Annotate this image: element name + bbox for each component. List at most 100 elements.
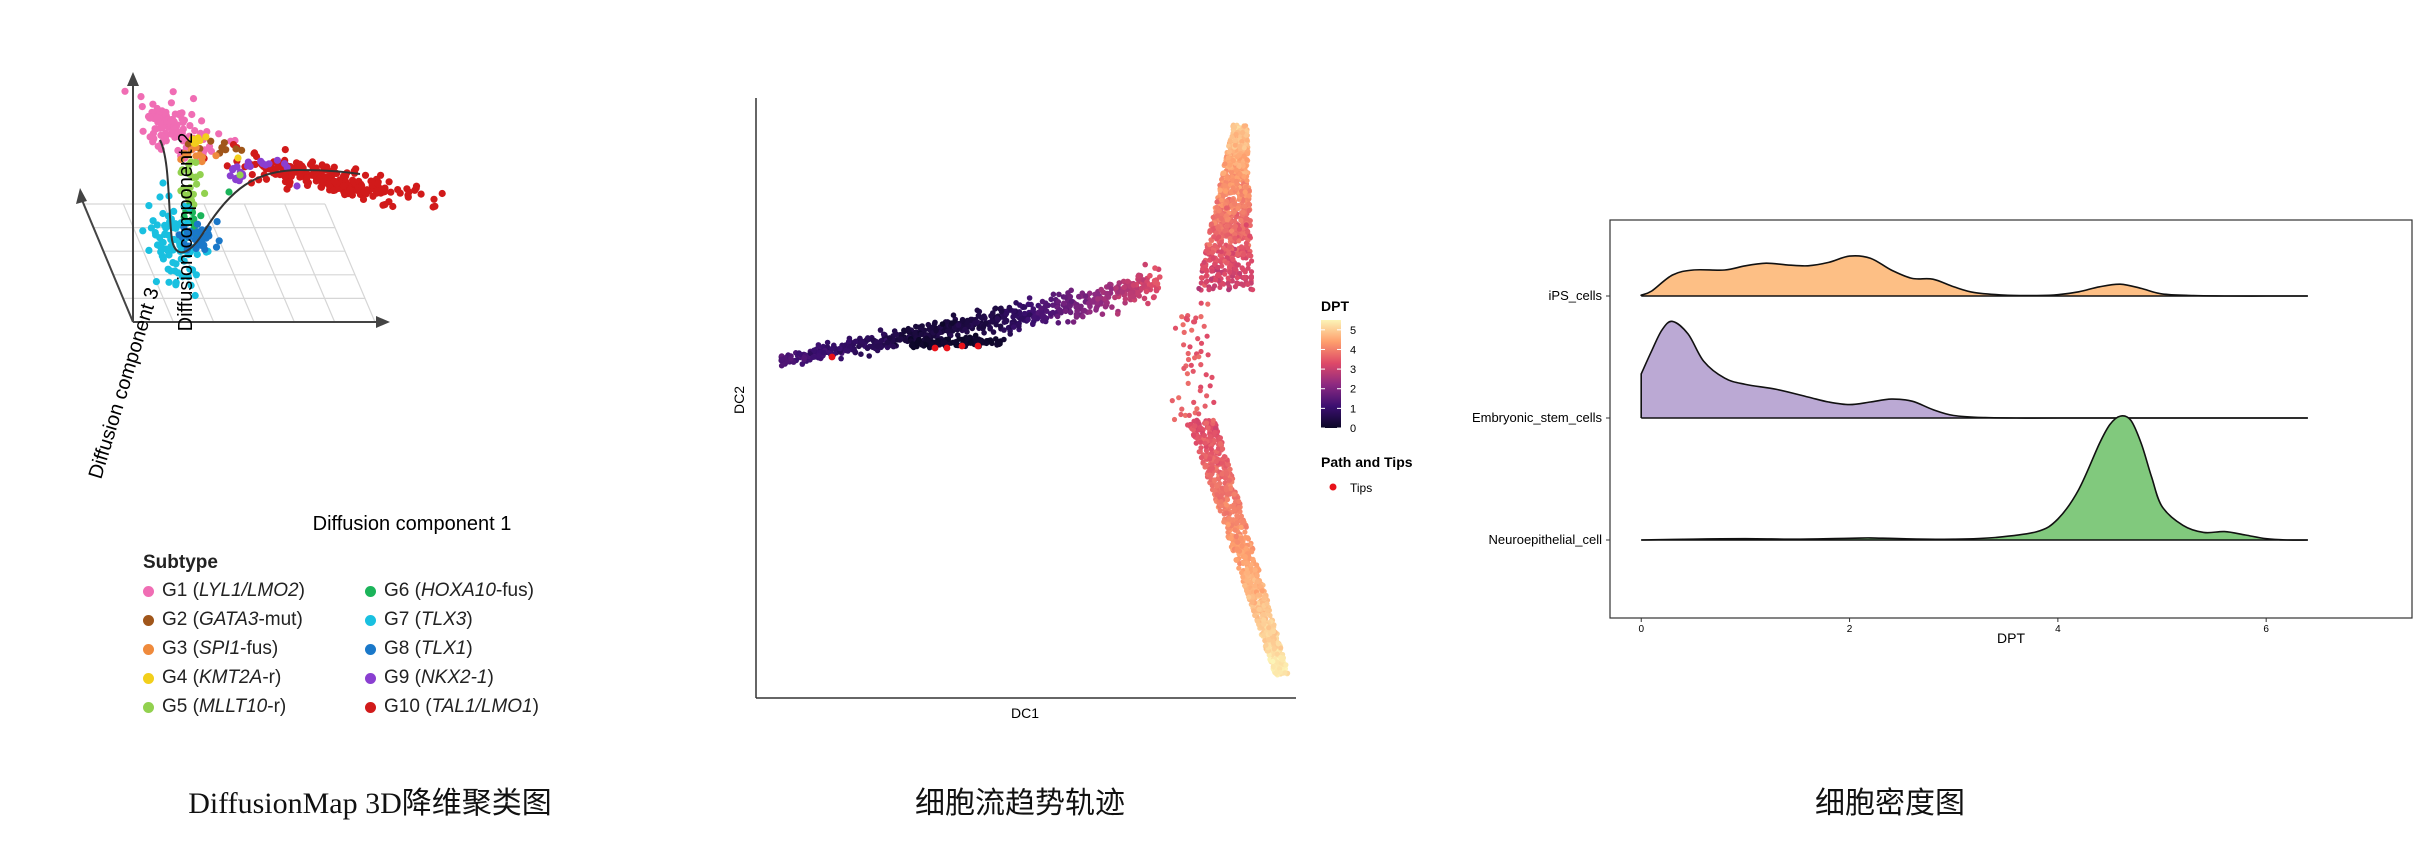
cell-point [1185,350,1191,357]
cell-point [1210,249,1216,255]
cell-point [1171,416,1178,423]
cell-point [1229,228,1235,234]
cell-point [1186,412,1192,418]
cell-point [864,345,871,352]
cell-point [1204,420,1210,426]
cell-point [852,338,859,345]
cell-point [989,318,995,324]
cell-point [869,336,875,343]
cell-point [368,178,376,186]
cell-point [1182,412,1188,418]
cell-point [157,240,165,248]
cell-point [931,321,938,327]
x-axis-label: DC1 [1011,705,1039,721]
cell-point [293,182,301,190]
diffusion-map-panel: Diffusion component 1 Diffusion componen… [0,0,720,858]
cell-point [979,315,986,322]
cell-point [1078,303,1084,310]
cell-point [202,133,210,141]
colorbar-title: DPT [1321,298,1349,314]
cell-point [339,182,348,190]
cell-point [1191,418,1197,424]
cell-point [153,114,161,122]
cell-point [1250,556,1256,562]
cell-point [1242,554,1248,560]
cell-point [1191,399,1197,405]
cell-point [824,339,831,346]
cell-point [1218,499,1224,505]
cell-point [139,227,147,235]
cell-point [992,305,999,312]
cell-point [1231,210,1237,216]
cell-point [1255,592,1261,598]
cell-point [866,353,872,359]
cell-point [161,230,169,239]
cell-point [1222,475,1228,481]
cell-point [225,188,233,196]
cell-point [1205,301,1211,307]
cell-point [186,184,194,192]
cell-point [192,158,200,166]
legend-color-dot [365,643,376,655]
legend-color-dot [365,614,376,626]
cell-point [193,250,201,259]
diffusion-map-3d-chart: Diffusion component 1 Diffusion componen… [76,72,512,535]
cell-point [1238,281,1245,287]
cell-point [1179,314,1185,320]
cell-point [1230,157,1236,164]
cell-point [1243,240,1249,246]
ridge-iPS_cells [1641,255,2308,297]
cell-point [139,127,147,135]
cell-point [1142,261,1148,268]
cell-point [1223,502,1230,508]
cell-point [1241,274,1247,280]
cell-point [1093,305,1100,311]
cell-point [1040,318,1046,324]
cell-point [198,158,206,166]
cell-point [1208,221,1214,227]
cell-point [1192,423,1198,429]
cell-point [1256,567,1262,573]
cell-point [1261,632,1267,638]
cell-point [346,186,354,194]
cell-point [1237,143,1243,149]
legend-color-dot [143,643,154,655]
cell-point [189,95,198,103]
cell-point [897,336,904,342]
cell-point [1201,432,1207,438]
cell-point [972,320,978,326]
cell-point [1241,519,1247,525]
cell-point [1271,622,1277,628]
cell-point [1212,283,1218,289]
cell-point [1230,185,1236,191]
cell-point [1230,256,1236,262]
cell-point [799,361,806,367]
x-axis-label: Diffusion component 1 [313,513,512,535]
cell-point [1193,440,1199,446]
cell-point [385,178,393,186]
cell-point [1092,291,1098,298]
cell-point [1246,252,1252,258]
ridge-outline-Neuroepithelial_cell [1641,415,2308,541]
cell-point [1202,403,1208,409]
cell-point [1244,560,1250,566]
cell-point [1070,319,1077,325]
cell-point [1227,236,1233,242]
cell-point [1188,362,1194,368]
cell-point [1207,433,1213,439]
cell-point [1220,280,1226,286]
grid-line [324,203,376,323]
cell-point [820,349,827,356]
cell-point [990,329,997,335]
cell-point [405,188,413,196]
cell-point [1228,485,1234,492]
dpt-colorbar [1321,320,1341,428]
x-tick-label: 6 [2263,624,2269,635]
cell-point [1225,155,1231,161]
cell-point [159,179,167,187]
cell-point [358,182,366,190]
cell-point [159,209,167,218]
cell-point [430,195,438,203]
colorbar-tick-label: 5 [1350,325,1356,337]
cell-point [1245,535,1251,541]
